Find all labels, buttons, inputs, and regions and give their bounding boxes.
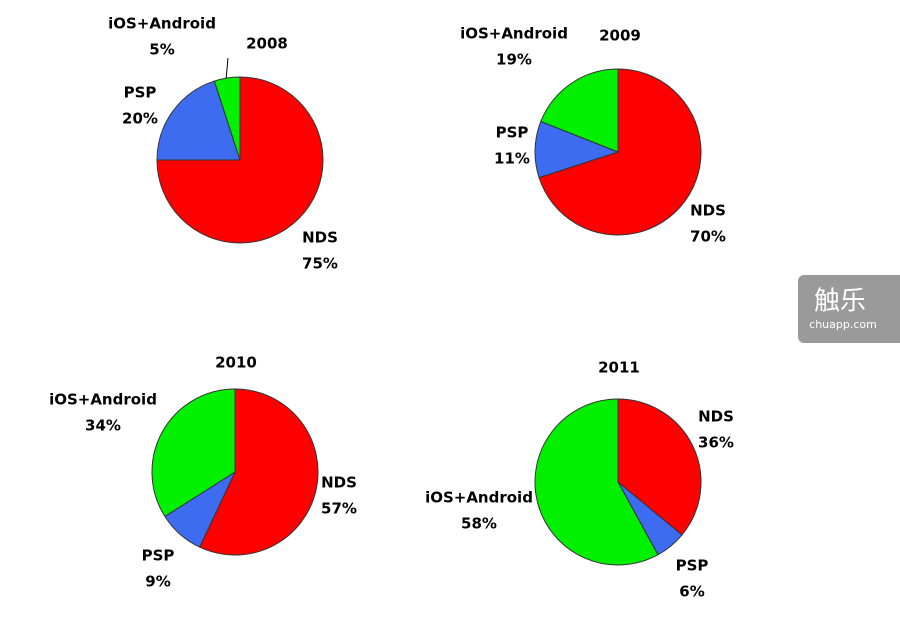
chart-title: 2010 [215,354,257,372]
value-label: 6% [679,583,704,601]
slice-label: PSP [496,124,529,142]
value-label: 11% [494,150,530,168]
slice-label: PSP [676,557,709,575]
slice-label: iOS+Android [425,489,533,507]
slice-label: iOS+Android [49,391,157,409]
value-label: 70% [690,228,726,246]
value-label: 58% [461,515,497,533]
slice-label: NDS [690,202,726,220]
watermark-title: 触乐 [814,287,866,317]
value-label: 20% [122,110,158,128]
chart-title: 2011 [598,359,640,377]
slice-label: PSP [124,84,157,102]
pie-slice [540,68,619,153]
slice-label: iOS+Android [460,25,568,43]
slice-label: PSP [142,547,175,565]
pie-slice [151,388,236,518]
slice-label: NDS [321,474,357,492]
value-label: 57% [321,500,357,518]
chart-title: 2008 [246,35,288,53]
watermark-box [798,275,900,343]
pie-slice [213,76,241,161]
value-label: 9% [145,573,170,591]
value-label: 5% [149,41,174,59]
value-label: 75% [302,255,338,273]
slice-label: NDS [302,229,338,247]
pie-slice [534,398,659,566]
leader-line [225,57,229,81]
pie-slice [198,388,319,556]
pie-slice [617,398,702,536]
pie-slice [156,76,324,244]
value-label: 36% [698,434,734,452]
value-label: 34% [85,417,121,435]
watermark-site: chuapp.com [809,318,877,331]
chart-title: 2009 [599,27,641,45]
value-label: 19% [496,51,532,69]
pie-slice [156,80,241,161]
pie-slice [538,68,702,236]
slice-label: NDS [698,408,734,426]
slice-label: iOS+Android [108,15,216,33]
